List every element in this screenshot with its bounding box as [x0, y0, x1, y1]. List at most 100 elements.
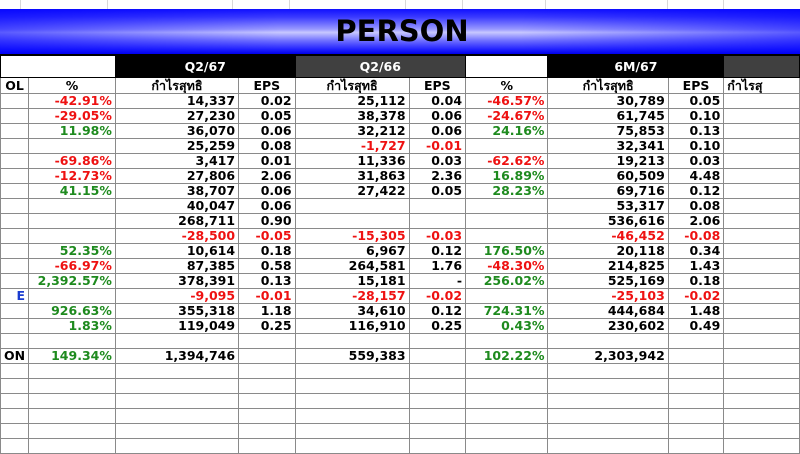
cell[interactable] — [0, 393, 30, 409]
cell[interactable] — [723, 438, 800, 454]
profit-q2-66-cell[interactable]: -15,305 — [294, 228, 410, 244]
pct-q2-cell[interactable]: 2,392.57% — [28, 273, 116, 289]
cell[interactable] — [28, 408, 116, 424]
pct-6m-cell[interactable]: 0.43% — [465, 318, 549, 334]
eps-6m-67-cell[interactable]: 4.48 — [667, 168, 725, 184]
cell[interactable] — [238, 423, 296, 439]
cell[interactable] — [28, 363, 116, 379]
header-pct-q2[interactable]: % — [28, 77, 116, 94]
eps-q2-67-cell[interactable] — [238, 348, 296, 364]
profit-6m-67-cell[interactable]: 536,616 — [547, 213, 669, 229]
pct-q2-cell[interactable] — [28, 288, 116, 304]
cell[interactable] — [238, 438, 296, 454]
profit-6m-66-cell[interactable] — [723, 213, 800, 229]
pct-6m-cell[interactable]: -62.62% — [465, 153, 549, 169]
pct-6m-cell[interactable] — [465, 213, 549, 229]
profit-q2-66-cell[interactable] — [294, 213, 410, 229]
cell[interactable] — [294, 408, 410, 424]
profit-6m-66-cell[interactable] — [723, 348, 800, 364]
pct-6m-cell[interactable] — [465, 288, 549, 304]
profit-6m-67-cell[interactable]: -46,452 — [547, 228, 669, 244]
pct-q2-cell[interactable]: 11.98% — [28, 123, 116, 139]
eps-q2-66-cell[interactable]: 1.76 — [408, 258, 467, 274]
header-eps-q2-66[interactable]: EPS — [408, 77, 467, 94]
profit-6m-66-cell[interactable] — [723, 243, 800, 259]
eps-6m-67-cell[interactable]: -0.08 — [667, 228, 725, 244]
profit-q2-67-cell[interactable]: 268,711 — [114, 213, 240, 229]
cell[interactable] — [465, 363, 549, 379]
cell[interactable] — [667, 438, 725, 454]
profit-6m-66-cell[interactable] — [723, 333, 800, 349]
pct-q2-cell[interactable] — [28, 213, 116, 229]
cell[interactable] — [114, 438, 240, 454]
period-6m-66[interactable] — [723, 55, 800, 78]
profit-6m-67-cell[interactable]: 525,169 — [547, 273, 669, 289]
symbol-cell[interactable]: ON — [0, 348, 30, 364]
profit-q2-66-cell[interactable]: 116,910 — [294, 318, 410, 334]
profit-6m-67-cell[interactable]: 30,789 — [547, 93, 669, 109]
profit-q2-66-cell[interactable] — [294, 198, 410, 214]
eps-q2-66-cell[interactable]: 0.12 — [408, 303, 467, 319]
eps-6m-67-cell[interactable]: -0.02 — [667, 288, 725, 304]
cell[interactable] — [667, 408, 725, 424]
profit-q2-67-cell[interactable]: -28,500 — [114, 228, 240, 244]
eps-q2-66-cell[interactable]: -0.03 — [408, 228, 467, 244]
profit-q2-67-cell[interactable]: 38,707 — [114, 183, 240, 199]
header-symbol[interactable]: OL — [0, 77, 30, 94]
eps-q2-66-cell[interactable] — [408, 333, 467, 349]
cell[interactable] — [547, 423, 669, 439]
profit-6m-66-cell[interactable] — [723, 93, 800, 109]
eps-6m-67-cell[interactable]: 0.49 — [667, 318, 725, 334]
cell[interactable] — [114, 393, 240, 409]
pct-q2-cell[interactable]: -12.73% — [28, 168, 116, 184]
profit-q2-66-cell[interactable]: 27,422 — [294, 183, 410, 199]
pct-6m-cell[interactable] — [465, 138, 549, 154]
header-profit-6m-67[interactable]: กำไรสุทธิ — [547, 77, 669, 94]
cell[interactable] — [465, 378, 549, 394]
profit-q2-66-cell[interactable]: 34,610 — [294, 303, 410, 319]
cell[interactable] — [723, 378, 800, 394]
symbol-cell[interactable] — [0, 213, 30, 229]
header-profit-6m-66[interactable]: กำไรสุ — [723, 77, 800, 94]
profit-q2-67-cell[interactable]: 87,385 — [114, 258, 240, 274]
profit-q2-67-cell[interactable]: 25,259 — [114, 138, 240, 154]
cell[interactable] — [0, 438, 30, 454]
eps-q2-66-cell[interactable]: 0.03 — [408, 153, 467, 169]
profit-6m-67-cell[interactable]: 53,317 — [547, 198, 669, 214]
cell[interactable] — [408, 393, 467, 409]
pct-q2-cell[interactable]: 926.63% — [28, 303, 116, 319]
profit-q2-67-cell[interactable]: 10,614 — [114, 243, 240, 259]
profit-q2-66-cell[interactable]: -1,727 — [294, 138, 410, 154]
cell[interactable] — [28, 378, 116, 394]
profit-6m-67-cell[interactable]: 214,825 — [547, 258, 669, 274]
pct-q2-cell[interactable] — [28, 228, 116, 244]
profit-6m-67-cell[interactable]: 60,509 — [547, 168, 669, 184]
profit-6m-67-cell[interactable]: 2,303,942 — [547, 348, 669, 364]
cell[interactable] — [114, 378, 240, 394]
profit-6m-67-cell[interactable]: -25,103 — [547, 288, 669, 304]
header-profit-q2-67[interactable]: กำไรสุทธิ — [114, 77, 240, 94]
eps-q2-67-cell[interactable]: 0.58 — [238, 258, 296, 274]
cell[interactable] — [667, 423, 725, 439]
pct-6m-cell[interactable]: -24.67% — [465, 108, 549, 124]
profit-q2-66-cell[interactable] — [294, 333, 410, 349]
profit-q2-66-cell[interactable]: 264,581 — [294, 258, 410, 274]
eps-6m-67-cell[interactable]: 0.34 — [667, 243, 725, 259]
pct-q2-cell[interactable]: -66.97% — [28, 258, 116, 274]
profit-q2-66-cell[interactable]: 6,967 — [294, 243, 410, 259]
profit-6m-67-cell[interactable]: 75,853 — [547, 123, 669, 139]
pct-6m-cell[interactable] — [465, 228, 549, 244]
profit-q2-66-cell[interactable]: 32,212 — [294, 123, 410, 139]
eps-q2-67-cell[interactable]: 0.06 — [238, 123, 296, 139]
profit-6m-67-cell[interactable]: 230,602 — [547, 318, 669, 334]
symbol-cell[interactable] — [0, 243, 30, 259]
symbol-cell[interactable] — [0, 123, 30, 139]
profit-6m-67-cell[interactable]: 32,341 — [547, 138, 669, 154]
profit-q2-66-cell[interactable]: 11,336 — [294, 153, 410, 169]
profit-q2-67-cell[interactable]: 27,806 — [114, 168, 240, 184]
eps-q2-66-cell[interactable]: 0.05 — [408, 183, 467, 199]
cell[interactable] — [667, 363, 725, 379]
profit-q2-66-cell[interactable]: 25,112 — [294, 93, 410, 109]
profit-q2-66-cell[interactable]: -28,157 — [294, 288, 410, 304]
period-q2-66[interactable]: Q2/66 — [294, 55, 467, 78]
